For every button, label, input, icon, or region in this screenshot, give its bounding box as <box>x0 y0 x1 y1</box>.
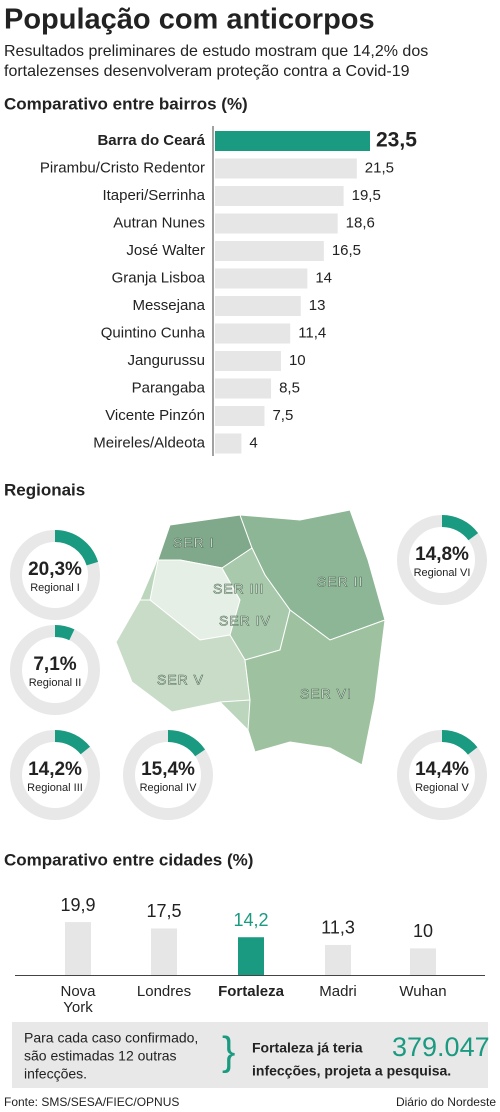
donut-arc <box>54 625 75 641</box>
bar <box>325 944 351 975</box>
value-label: 19,9 <box>60 895 95 915</box>
callout-box <box>12 1022 488 1088</box>
donut-label: Regional VI <box>414 567 471 579</box>
callout-text: infecções. <box>24 1066 87 1082</box>
donut-label: Regional IV <box>140 782 198 794</box>
map: SER I SER II SER III SER IV SER V SER VI <box>115 509 386 766</box>
map-label: SER IV <box>219 613 271 629</box>
callout-text: são estimadas 12 outras <box>24 1048 177 1064</box>
donut-value: 7,1% <box>33 654 76 675</box>
callout-text: infecções, projeta a pesquisa. <box>252 1063 451 1079</box>
donut-arc <box>167 730 206 757</box>
donut-arc <box>441 730 478 755</box>
value-label: 11,3 <box>321 918 355 938</box>
title: População com anticorpos <box>4 4 375 36</box>
callout-number: 379.047 <box>392 1032 490 1062</box>
category-label: Meireles/Aldeota <box>93 434 205 451</box>
donut-value: 20,3% <box>28 559 82 580</box>
category-label: Wuhan <box>399 983 446 1000</box>
credit: Diário do Nordeste <box>396 1095 496 1109</box>
donut-label: Regional III <box>27 782 83 794</box>
bar <box>215 296 301 316</box>
bar <box>215 268 308 289</box>
value-label: 17,5 <box>146 901 181 921</box>
bar <box>215 158 357 179</box>
donut-label: Regional I <box>30 582 80 594</box>
map-label: SER V <box>157 672 204 688</box>
category-label: Itaperi/Serrinha <box>102 187 205 204</box>
category-label: Messejana <box>132 297 205 314</box>
value-label: 10 <box>289 352 306 369</box>
value-label: 23,5 <box>376 129 417 152</box>
category-label: Parangaba <box>132 379 206 396</box>
category-label: José Walter <box>126 242 205 259</box>
source: Fonte: SMS/SESA/FIEC/OPNUS <box>4 1095 179 1109</box>
value-label: 14 <box>315 269 332 286</box>
donut-arc <box>441 515 479 541</box>
category-label: Londres <box>137 983 191 1000</box>
bar <box>215 131 370 151</box>
bar <box>410 948 436 975</box>
donut-value: 14,8% <box>415 544 469 565</box>
value-label: 14,2 <box>233 910 268 930</box>
value-label: 21,5 <box>365 159 394 176</box>
donut-value: 15,4% <box>141 759 195 780</box>
category-label: Jangurussu <box>127 352 205 369</box>
bar <box>215 406 265 426</box>
category-label: Nova York <box>60 983 96 1016</box>
bar <box>215 213 338 234</box>
section-title: Comparativo entre cidades (%) <box>4 850 253 869</box>
bar <box>215 378 272 399</box>
value-label: 18,6 <box>346 214 375 231</box>
category-label: Vicente Pinzón <box>105 407 205 424</box>
category-label: Quintino Cunha <box>101 324 206 341</box>
donut-arc <box>54 530 99 566</box>
section-title: Regionais <box>4 480 85 499</box>
bar <box>215 433 242 454</box>
section-title: Comparativo entre bairros (%) <box>4 94 248 113</box>
callout-text: Para cada caso confirmado, <box>24 1030 198 1046</box>
bar <box>215 186 344 206</box>
donut-value: 14,2% <box>28 759 82 780</box>
value-label: 10 <box>413 921 433 941</box>
map-region <box>244 609 386 766</box>
category-label: Granja Lisboa <box>112 269 206 286</box>
bar <box>215 241 324 261</box>
subtitle: fortalezenses desenvolveram proteção con… <box>4 63 410 80</box>
bar <box>151 928 177 975</box>
category-label: Autran Nunes <box>113 214 205 231</box>
value-label: 7,5 <box>272 407 293 424</box>
value-label: 16,5 <box>332 242 361 259</box>
bar <box>215 351 281 371</box>
donut-label: Regional V <box>415 782 469 794</box>
value-label: 4 <box>249 434 257 451</box>
value-label: 11,4 <box>298 324 326 341</box>
donut-value: 14,4% <box>415 759 469 780</box>
category-label: Fortaleza <box>218 983 285 1000</box>
map-label: SER I <box>173 535 215 551</box>
bar <box>215 323 291 344</box>
map-label: SER III <box>213 581 264 597</box>
donut-arc <box>54 730 91 755</box>
category-label: Barra do Ceará <box>97 132 205 149</box>
donut-label: Regional II <box>29 677 82 689</box>
bar <box>238 937 264 975</box>
map-label: SER II <box>317 574 363 590</box>
brace: } <box>222 1030 235 1074</box>
subtitle: Resultados preliminares de estudo mostra… <box>4 43 428 60</box>
callout-text: Fortaleza já teria <box>252 1040 363 1056</box>
category-label: Pirambu/Cristo Redentor <box>40 159 205 176</box>
value-label: 13 <box>309 297 326 314</box>
bar <box>65 922 91 975</box>
value-label: 19,5 <box>352 187 381 204</box>
map-label: SER VI <box>300 686 352 702</box>
value-label: 8,5 <box>279 379 300 396</box>
category-label: Madri <box>319 983 357 1000</box>
